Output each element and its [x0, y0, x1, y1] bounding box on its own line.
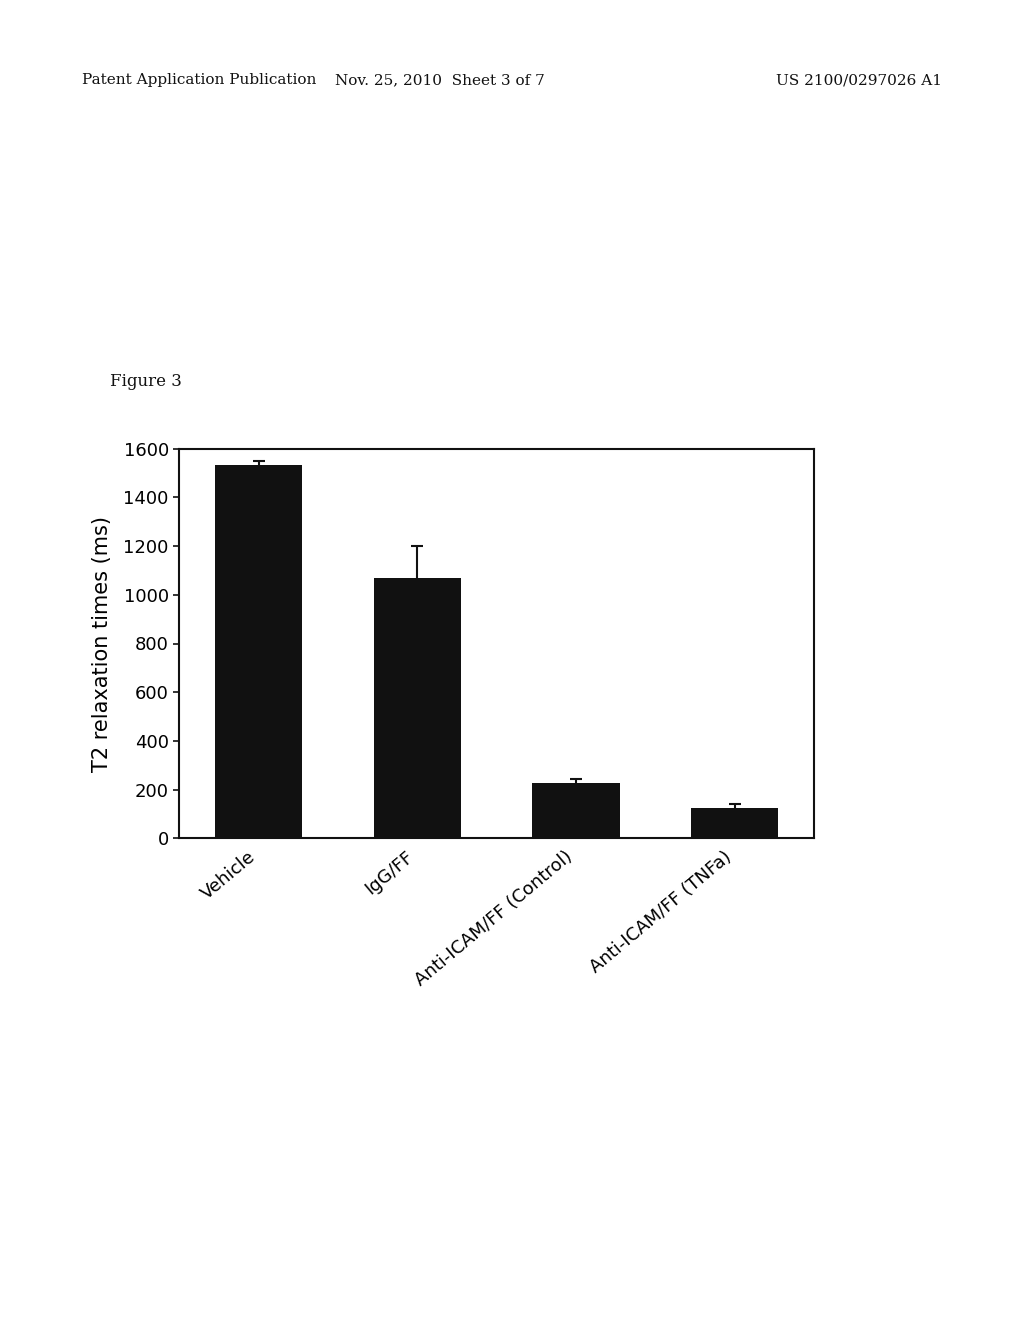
Text: US 2100/0297026 A1: US 2100/0297026 A1 — [776, 73, 942, 87]
Text: Nov. 25, 2010  Sheet 3 of 7: Nov. 25, 2010 Sheet 3 of 7 — [336, 73, 545, 87]
Bar — [532, 784, 620, 838]
Y-axis label: T2 relaxation times (ms): T2 relaxation times (ms) — [92, 516, 113, 771]
Text: Patent Application Publication: Patent Application Publication — [82, 73, 316, 87]
Bar — [215, 465, 302, 838]
Text: Figure 3: Figure 3 — [110, 374, 181, 389]
Bar — [691, 808, 778, 838]
Bar — [374, 578, 461, 838]
